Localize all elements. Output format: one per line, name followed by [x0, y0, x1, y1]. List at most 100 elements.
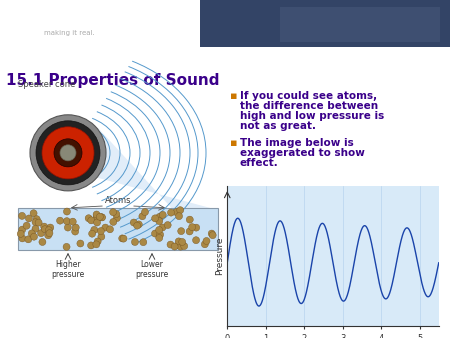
Text: cpo: cpo	[8, 8, 41, 26]
Text: ▪: ▪	[230, 138, 238, 148]
Circle shape	[193, 224, 200, 231]
Circle shape	[23, 222, 30, 229]
Circle shape	[94, 219, 100, 226]
Circle shape	[179, 238, 186, 245]
Circle shape	[176, 213, 183, 220]
Polygon shape	[98, 128, 210, 250]
Circle shape	[19, 226, 26, 233]
Circle shape	[96, 213, 104, 220]
Text: making it real.: making it real.	[44, 30, 95, 36]
Circle shape	[175, 238, 182, 245]
Circle shape	[156, 226, 162, 234]
Circle shape	[57, 217, 63, 224]
Circle shape	[167, 241, 174, 248]
Circle shape	[72, 224, 79, 231]
Circle shape	[32, 225, 39, 232]
Text: Atoms: Atoms	[105, 196, 131, 205]
Text: Lower
pressure: Lower pressure	[135, 260, 169, 279]
Circle shape	[88, 242, 94, 249]
Circle shape	[178, 227, 184, 235]
Circle shape	[156, 218, 163, 225]
Circle shape	[45, 227, 52, 234]
Circle shape	[134, 222, 141, 229]
Circle shape	[31, 233, 37, 240]
Circle shape	[186, 216, 194, 223]
Circle shape	[30, 210, 37, 217]
Circle shape	[120, 235, 127, 242]
Circle shape	[69, 218, 76, 225]
Circle shape	[19, 235, 26, 242]
Circle shape	[72, 228, 79, 235]
Circle shape	[193, 237, 199, 244]
Text: 15.1 Properties of Sound: 15.1 Properties of Sound	[6, 73, 220, 88]
Circle shape	[63, 218, 70, 225]
Circle shape	[93, 211, 100, 218]
Text: effect.: effect.	[240, 158, 279, 168]
Circle shape	[156, 214, 163, 220]
Circle shape	[181, 243, 188, 249]
Circle shape	[60, 145, 76, 161]
Circle shape	[91, 226, 98, 233]
Y-axis label: Pressure: Pressure	[216, 237, 225, 275]
Text: If you could see atoms,: If you could see atoms,	[240, 91, 377, 101]
Circle shape	[18, 212, 26, 219]
Circle shape	[30, 115, 106, 191]
Circle shape	[173, 209, 180, 216]
Circle shape	[130, 219, 137, 226]
Circle shape	[186, 228, 193, 235]
Circle shape	[39, 239, 46, 245]
Circle shape	[77, 240, 84, 247]
Circle shape	[157, 231, 164, 238]
Circle shape	[208, 230, 215, 237]
Circle shape	[102, 224, 109, 231]
Circle shape	[152, 215, 158, 222]
Circle shape	[88, 217, 95, 224]
Circle shape	[177, 243, 184, 250]
Circle shape	[37, 230, 45, 237]
Circle shape	[32, 219, 39, 226]
Circle shape	[63, 208, 71, 215]
Circle shape	[35, 219, 42, 226]
Circle shape	[139, 213, 146, 220]
Circle shape	[26, 215, 32, 222]
Circle shape	[177, 207, 184, 214]
Bar	[280, 7, 440, 42]
Circle shape	[110, 209, 117, 216]
Circle shape	[167, 209, 175, 216]
Circle shape	[175, 242, 182, 249]
Circle shape	[156, 235, 163, 241]
Circle shape	[25, 236, 32, 243]
Circle shape	[17, 231, 24, 237]
Circle shape	[189, 224, 196, 231]
Circle shape	[63, 243, 70, 250]
Circle shape	[159, 224, 166, 231]
Circle shape	[113, 211, 120, 218]
Circle shape	[40, 223, 48, 230]
Circle shape	[141, 209, 149, 216]
Circle shape	[97, 227, 104, 235]
Circle shape	[159, 211, 166, 218]
Circle shape	[171, 243, 178, 250]
Circle shape	[36, 121, 100, 185]
Circle shape	[93, 241, 100, 248]
Circle shape	[45, 232, 52, 239]
Circle shape	[131, 239, 139, 245]
Circle shape	[209, 232, 216, 239]
Circle shape	[107, 226, 113, 233]
Text: the difference between: the difference between	[240, 101, 378, 111]
Circle shape	[46, 230, 53, 237]
Circle shape	[93, 214, 100, 221]
Circle shape	[119, 235, 126, 242]
Bar	[200, 0, 450, 47]
Text: science: science	[42, 10, 94, 24]
Circle shape	[113, 215, 121, 222]
Circle shape	[47, 224, 54, 231]
Circle shape	[110, 218, 117, 225]
Circle shape	[140, 239, 147, 246]
Text: ▪: ▪	[230, 91, 238, 101]
Circle shape	[164, 221, 171, 228]
Circle shape	[203, 238, 210, 244]
Circle shape	[33, 216, 40, 223]
Circle shape	[94, 238, 101, 245]
Text: Speaker cone: Speaker cone	[18, 80, 76, 89]
